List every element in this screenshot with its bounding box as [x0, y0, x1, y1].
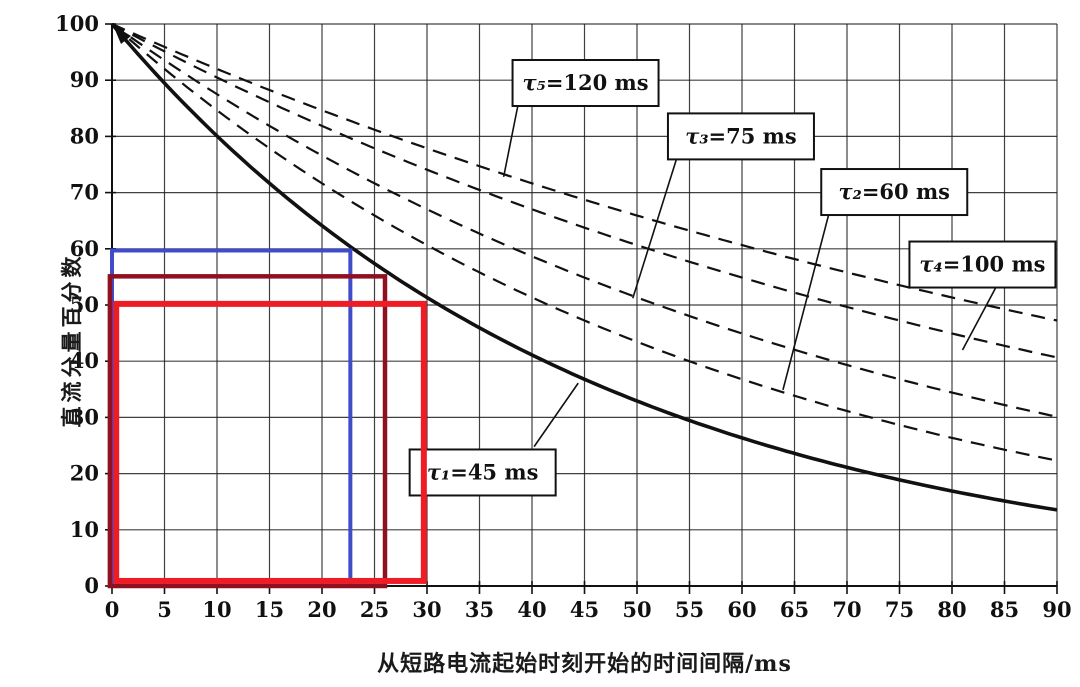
decay-curve-tau3 [111, 23, 1058, 418]
decay-curve-tau4 [111, 23, 1058, 359]
y-tick-label: 10 [70, 517, 99, 542]
curve-label-text-tau5: τ₅=120 ms [522, 70, 648, 95]
blue-rectangle [110, 248, 353, 588]
x-tick-label: 40 [517, 597, 546, 622]
curve-label-box-tau1 [408, 448, 557, 497]
y-tick-label: 30 [70, 404, 99, 429]
curve-label-box-tau5 [511, 59, 660, 108]
x-tick-label: 65 [780, 597, 809, 622]
curve-label-text-tau3: τ₃=75 ms [685, 123, 797, 148]
y-tick-label: 70 [70, 180, 99, 205]
decay-curve-tau5 [111, 22, 1058, 322]
curve-label-box-tau4 [908, 240, 1057, 289]
x-tick-label: 60 [727, 597, 756, 622]
decay-curve-tau1 [110, 22, 1058, 512]
y-tick-label: 60 [70, 236, 99, 261]
decay-curve-tau2 [111, 23, 1058, 462]
x-tick-label: 80 [937, 597, 966, 622]
x-axis-title: 从短路电流起始时刻开始的时间间隔/ms [377, 651, 792, 677]
x-tick-label: 5 [157, 597, 172, 622]
x-tick-label: 35 [465, 597, 494, 622]
curve-label-box-tau3 [666, 112, 815, 161]
x-tick-label: 75 [885, 597, 914, 622]
x-tick-label: 55 [675, 597, 704, 622]
y-tick-label: 40 [70, 348, 99, 373]
label-leader-line-tau4 [961, 286, 997, 351]
curve-label-box-tau2 [820, 168, 969, 217]
label-leader-line-tau3 [632, 157, 678, 299]
y-tick-label: 20 [70, 461, 99, 486]
x-tick-label: 15 [255, 597, 284, 622]
x-tick-label: 50 [622, 597, 651, 622]
label-leader-line-tau2 [782, 212, 830, 391]
x-tick-label: 85 [990, 597, 1019, 622]
red-rectangle [113, 300, 427, 584]
x-tick-label: 25 [360, 597, 389, 622]
curve-label-text-tau1: τ₁=45 ms [427, 459, 539, 484]
label-leader-line-tau1 [533, 382, 579, 448]
x-tick-label: 10 [202, 597, 231, 622]
x-tick-label: 70 [832, 597, 861, 622]
dark-red-rectangle [107, 274, 388, 589]
x-tick-label: 30 [412, 597, 441, 622]
label-leader-line-tau5 [502, 103, 520, 178]
x-tick-label: 45 [570, 597, 599, 622]
y-tick-label: 100 [55, 11, 99, 36]
x-tick-label: 20 [307, 597, 336, 622]
y-axis-title: 直流分量百分数 [59, 252, 84, 428]
origin-arrowhead [113, 25, 131, 44]
y-tick-label: 0 [84, 573, 99, 598]
x-tick-label: 0 [105, 597, 120, 622]
y-tick-label: 80 [70, 123, 99, 148]
curve-label-text-tau4: τ₄=100 ms [919, 252, 1045, 277]
y-tick-label: 50 [70, 292, 99, 317]
x-tick-label: 90 [1042, 597, 1071, 622]
y-tick-label: 90 [70, 67, 99, 92]
curve-label-text-tau2: τ₂=60 ms [838, 179, 950, 204]
